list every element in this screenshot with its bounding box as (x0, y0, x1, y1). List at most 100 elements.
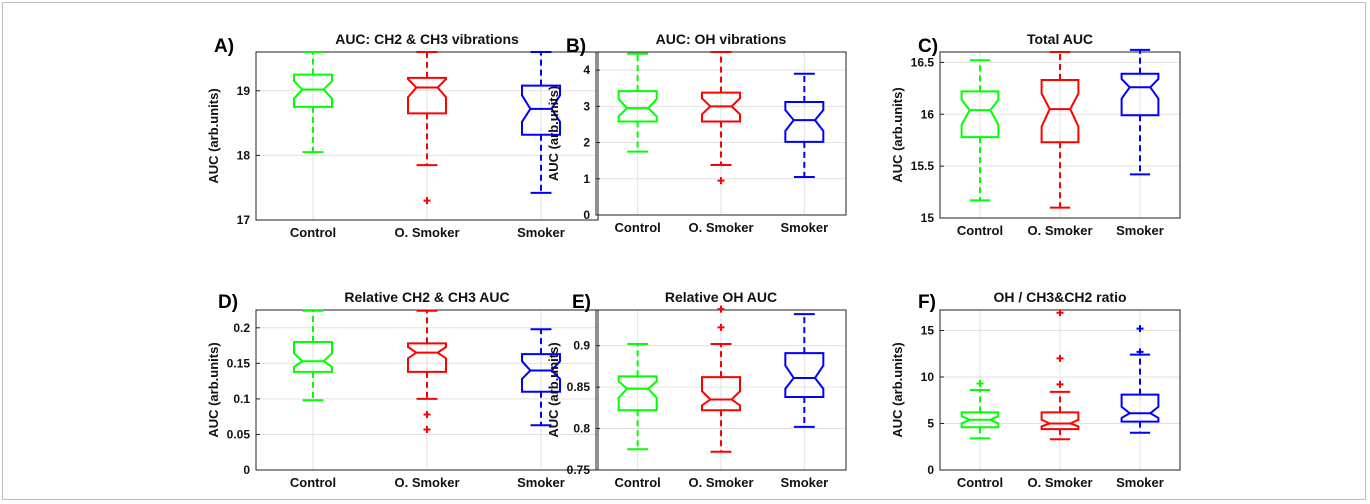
panel-title: Relative OH AUC (665, 289, 777, 305)
panel-e: 0.75 0.8 0.85 0.9 Control O. Smoker Smoker AUC … (546, 289, 847, 490)
box-o-smoker (1040, 51, 1080, 209)
notched-box (407, 342, 447, 373)
box-control (293, 309, 333, 402)
x-tick-label: O. Smoker (1027, 475, 1092, 490)
y-tick-label: 15.5 (911, 159, 935, 173)
outlier-marker (1056, 309, 1064, 317)
box-smoker (1120, 325, 1160, 434)
outlier-marker (717, 177, 725, 185)
y-tick-label: 5 (927, 416, 934, 430)
panel-title: OH / CH3&CH2 ratio (993, 289, 1126, 305)
x-tick-label: Control (615, 475, 661, 490)
panel-label: F) (918, 292, 936, 313)
outlier-marker (1136, 348, 1144, 356)
y-tick-label: 0.85 (567, 380, 591, 394)
y-tick-label: 0 (583, 208, 590, 222)
notched-box (960, 411, 1000, 429)
y-axis-label: AUC (arb.units) (206, 88, 221, 183)
panel-label: B) (566, 36, 586, 57)
y-tick-label: 0 (243, 463, 250, 477)
x-tick-label: Smoker (517, 225, 565, 240)
x-tick-label: Control (957, 475, 1003, 490)
x-tick-label: O. Smoker (688, 220, 753, 235)
box-smoker (521, 51, 561, 194)
panel-title: AUC: OH vibrations (656, 31, 787, 47)
y-tick-label: 16 (921, 107, 935, 121)
y-tick-label: 15 (921, 211, 935, 225)
x-tick-label: Smoker (780, 475, 828, 490)
y-tick-label: 19 (237, 84, 251, 98)
box-control (960, 379, 1000, 440)
panel-title: Relative CH2 & CH3 AUC (344, 289, 509, 305)
box-o-smoker (701, 305, 741, 453)
y-tick-label: 0 (927, 463, 934, 477)
box-smoker (1120, 48, 1160, 176)
notched-box (784, 352, 825, 399)
box-smoker (784, 313, 825, 428)
box-control (960, 59, 1000, 202)
y-axis-label: AUC (arb.units) (546, 342, 561, 437)
box-o-smoker (407, 309, 447, 433)
panel-label: A) (214, 36, 234, 57)
box-o-smoker (407, 51, 447, 205)
panel-d: 0 0.05 0.1 0.15 0.2 Control O. Smoker Smoker AUC… (206, 289, 599, 490)
outlier-marker (717, 305, 725, 313)
x-tick-label: Smoker (1116, 475, 1164, 490)
x-tick-label: O. Smoker (394, 475, 459, 490)
y-tick-label: 0.15 (227, 356, 251, 370)
panel-a: 17 18 19 Control O. Smoker Smoker AUC (arb.uni… (206, 31, 599, 240)
y-axis-label: AUC (arb.units) (890, 87, 905, 182)
panel-label: E) (572, 292, 591, 313)
notched-box (701, 91, 741, 123)
outlier-marker (1056, 380, 1064, 388)
x-tick-label: Control (615, 220, 661, 235)
outlier-marker (423, 411, 431, 419)
y-axis-label: AUC (arb.units) (890, 342, 905, 437)
box-o-smoker (701, 51, 741, 185)
notched-box (521, 353, 561, 393)
y-tick-label: 4 (583, 63, 590, 77)
outlier-marker (976, 379, 984, 387)
outlier-marker (1056, 354, 1064, 362)
x-tick-label: Smoker (780, 220, 828, 235)
x-tick-label: Control (290, 225, 336, 240)
notched-box (521, 84, 561, 136)
x-tick-label: Control (957, 223, 1003, 238)
x-tick-label: Smoker (517, 475, 565, 490)
box-smoker (784, 72, 825, 178)
notched-box (960, 90, 1000, 139)
notched-box (784, 100, 825, 143)
y-tick-label: 3 (583, 99, 590, 113)
y-tick-label: 10 (921, 370, 935, 384)
x-tick-label: O. Smoker (394, 225, 459, 240)
notched-box (293, 341, 333, 373)
y-tick-label: 18 (237, 148, 251, 162)
x-tick-label: Smoker (1116, 223, 1164, 238)
y-tick-label: 15 (921, 323, 935, 337)
panel-title: Total AUC (1027, 31, 1093, 47)
y-tick-label: 0.1 (233, 392, 250, 406)
box-control (617, 52, 658, 153)
panel-b: 0 1 2 3 4 Control O. Smoker Smoker AUC (arb.unit… (546, 31, 847, 235)
y-axis-label: AUC (arb.units) (206, 342, 221, 437)
box-control (617, 342, 658, 451)
notched-box (617, 90, 658, 123)
outlier-marker (423, 425, 431, 433)
box-control (293, 51, 333, 154)
notched-box (1040, 411, 1080, 431)
notched-box (293, 73, 333, 108)
x-tick-label: O. Smoker (688, 475, 753, 490)
x-tick-label: Control (290, 475, 336, 490)
outlier-marker (423, 197, 431, 205)
panel-title: AUC: CH2 & CH3 vibrations (335, 31, 519, 47)
panel-label: D) (218, 292, 238, 313)
y-tick-label: 0.9 (573, 339, 590, 353)
y-tick-label: 17 (237, 213, 251, 227)
notched-box (617, 375, 658, 412)
notched-box (701, 376, 741, 412)
box-smoker (521, 328, 561, 427)
y-tick-label: 0.8 (573, 422, 590, 436)
x-tick-label: O. Smoker (1027, 223, 1092, 238)
